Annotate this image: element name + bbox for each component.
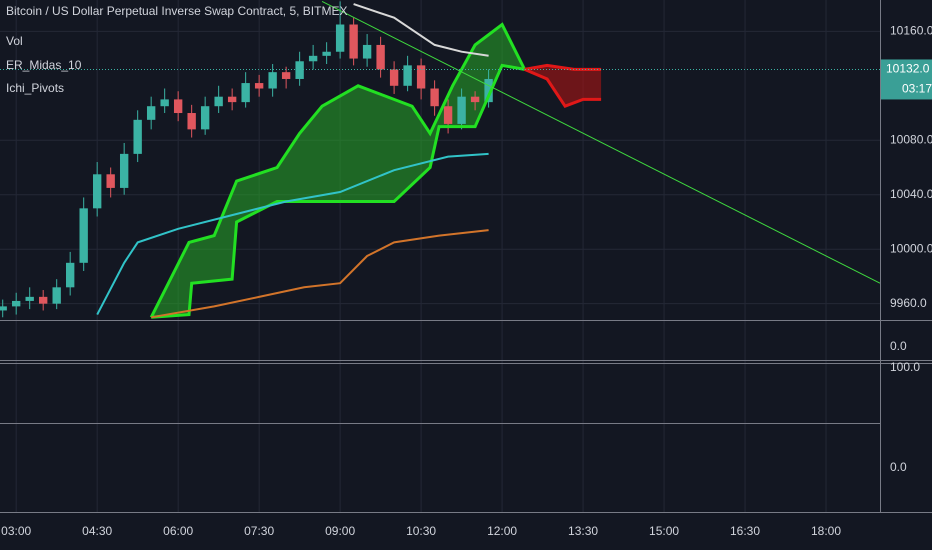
- candle-body: [416, 65, 426, 89]
- x-tick-label: 10:30: [406, 524, 436, 538]
- x-tick-label: 04:30: [82, 524, 112, 538]
- candle-body: [470, 96, 480, 103]
- last-price-tag: [881, 59, 932, 100]
- candle-body: [308, 55, 318, 62]
- x-tick-label: 12:00: [487, 524, 517, 538]
- candle-body: [362, 44, 372, 59]
- candle-body: [254, 83, 264, 89]
- candle-body: [241, 83, 250, 103]
- candle-body: [322, 51, 331, 56]
- x-tick-label: 09:00: [325, 524, 355, 538]
- last-price-label: 10132.0: [886, 62, 930, 76]
- candle-body: [173, 99, 183, 114]
- candle-body: [200, 106, 210, 130]
- candle-body: [484, 78, 493, 103]
- candle-body: [119, 153, 129, 188]
- candle-body: [66, 262, 75, 288]
- candle-body: [295, 61, 304, 79]
- candle-body: [133, 119, 142, 154]
- candle-body: [79, 208, 88, 263]
- trend-line: [321, 0, 881, 284]
- candle-body: [376, 44, 385, 70]
- y-tick-label: 10080.0: [890, 132, 932, 146]
- legend-entry[interactable]: Vol: [6, 34, 23, 48]
- x-tick-label: 18:00: [811, 524, 841, 538]
- candle-body: [52, 287, 61, 304]
- candle-body: [403, 65, 412, 86]
- candle-body: [389, 69, 399, 86]
- indicator-line: [151, 229, 489, 319]
- indicator-line: [96, 152, 489, 316]
- cloud-upper-line: [149, 22, 526, 318]
- candle-body: [457, 96, 466, 124]
- candle-body: [214, 96, 223, 107]
- cloud-fill: [151, 24, 525, 318]
- cloud-upper-line: [524, 63, 602, 71]
- x-tick-label: 07:30: [244, 524, 274, 538]
- candle-body: [268, 72, 277, 89]
- y-tick-label: 10000.0: [890, 241, 932, 255]
- cloud-fill: [524, 65, 602, 107]
- x-tick-label: 06:00: [163, 524, 193, 538]
- y-tick-label: 10040.0: [890, 187, 932, 201]
- legend-entry[interactable]: ER_Midas_10: [6, 58, 82, 72]
- candle-body: [25, 296, 34, 301]
- candle-body: [281, 72, 291, 79]
- candle-body: [227, 96, 237, 103]
- x-tick-label: 13:30: [568, 524, 598, 538]
- candle-body: [335, 24, 345, 52]
- candle-body: [160, 99, 169, 107]
- countdown-label: 03:17: [902, 82, 932, 96]
- candle-body: [39, 296, 48, 304]
- candle-body: [349, 24, 358, 59]
- indicator-line: [353, 3, 489, 57]
- y-tick-label: 9960.0: [890, 296, 927, 310]
- vol-axis-label: 0.0: [890, 339, 907, 353]
- candle-body: [0, 306, 7, 311]
- candle-body: [106, 174, 115, 188]
- cloud-lower-line: [524, 68, 602, 109]
- legend-entry[interactable]: Ichi_Pivots: [6, 81, 64, 95]
- candle-body: [146, 106, 156, 120]
- osc-axis-label: 0.0: [890, 460, 907, 474]
- x-tick-label: 03:00: [1, 524, 31, 538]
- candle-body: [187, 113, 196, 130]
- candle-body: [430, 88, 439, 107]
- x-tick-label: 15:00: [649, 524, 679, 538]
- candle-body: [12, 300, 21, 307]
- candle-body: [92, 174, 102, 209]
- cloud-lower-line: [151, 63, 525, 319]
- x-tick-label: 16:30: [730, 524, 760, 538]
- candle-body: [443, 106, 453, 124]
- osc-axis-label: 100.0: [890, 360, 920, 374]
- chart-title: Bitcoin / US Dollar Perpetual Inverse Sw…: [6, 4, 347, 18]
- y-tick-label: 10160.0: [890, 23, 932, 37]
